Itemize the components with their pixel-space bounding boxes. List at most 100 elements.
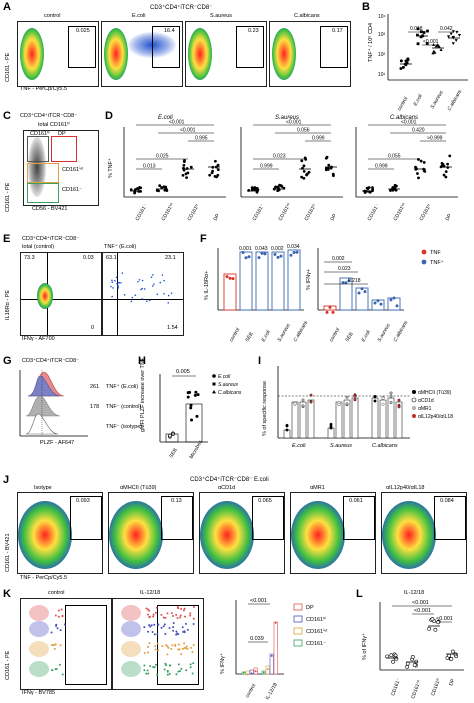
panel-k-xaxis: IFNγ - BV785: [22, 690, 56, 696]
k-dot: [254, 670, 257, 673]
f2-dot: [363, 290, 367, 294]
i-dot: [353, 398, 357, 402]
k-dot: [189, 614, 192, 617]
panel-e-header: CD3⁺CD4⁺iTCR⁻CD8⁻: [22, 236, 80, 242]
d-pvalue: 0.023: [273, 154, 286, 160]
k-dot: [153, 633, 156, 636]
d-dot: [189, 165, 193, 169]
e2-dot: [110, 285, 112, 288]
f2-cat: SEB: [345, 331, 356, 343]
d-cat: DP: [445, 212, 454, 222]
gate-label-neg: CD161⁻: [62, 187, 83, 193]
d-pvalue: 0.999: [312, 136, 325, 142]
k-dot: [148, 615, 151, 618]
k-dot: [171, 644, 174, 647]
e2-dot: [112, 287, 114, 289]
d-dot: [208, 173, 212, 177]
d-dot: [216, 168, 220, 171]
k-dot: [170, 647, 173, 650]
d-dot: [442, 173, 446, 177]
d-dot: [210, 171, 214, 175]
l-cat-1: CD161ⁱⁿᵗ: [409, 679, 422, 700]
k-dot: [179, 614, 182, 617]
d-dot: [185, 176, 188, 179]
l-dot: [410, 655, 415, 659]
b-dot: [455, 30, 459, 34]
e2-dot: [111, 295, 113, 298]
flow-a4-value: 0.17: [332, 28, 343, 34]
i-bar: [395, 401, 403, 439]
i-dot: [381, 402, 385, 406]
panel-g-xaxis: PLZF - AF647: [40, 440, 75, 446]
k-dot: [59, 629, 62, 632]
e2-dot: [163, 292, 165, 295]
h-dot: [190, 418, 194, 422]
k-dot: [149, 625, 152, 628]
k-dot: [183, 642, 186, 645]
k-dot: [270, 654, 273, 657]
d-dot: [164, 185, 168, 189]
k-dot: [192, 606, 195, 609]
flow-a2-title: E.coli: [132, 13, 146, 19]
l-dot: [389, 653, 394, 658]
d-pvalue: 0.420: [412, 128, 425, 134]
k-dot: [154, 663, 157, 666]
i-bar: [387, 397, 395, 439]
e1-q2: 0.03: [83, 255, 94, 261]
d-dot: [422, 161, 426, 164]
flow-plot-j1: 0.093: [17, 492, 103, 574]
d-dot: [213, 174, 217, 178]
e2-dot: [148, 299, 151, 302]
i-dot: [337, 403, 341, 407]
k-legend-0: DP: [306, 605, 314, 611]
panel-b-ylabel: TNF⁺ / 10⁶ CD4: [368, 22, 374, 62]
d-dot: [302, 164, 306, 168]
f1-cat: control: [229, 327, 242, 343]
flow-plot-j4: 0.061: [290, 492, 376, 574]
d-dot: [185, 167, 189, 170]
k-population: [121, 641, 141, 657]
d-cat: CD161⁻: [252, 203, 266, 222]
flow-plot-j3: 0.065: [199, 492, 285, 574]
f1-dot: [273, 252, 277, 256]
d-dot: [184, 172, 188, 176]
d-dot: [129, 188, 133, 192]
d-dot: [300, 175, 304, 179]
f1-dot: [241, 251, 245, 255]
k-dot: [185, 669, 188, 672]
h-legend-2: C.albicans: [218, 390, 242, 396]
panel-c-yaxis: CD161 - PE: [5, 182, 11, 212]
k-dot: [166, 673, 169, 676]
e2-dot: [123, 294, 126, 296]
d-dot: [391, 188, 395, 192]
d-dot: [182, 160, 186, 164]
h-dot: [196, 393, 200, 397]
panel-c-subheader: total CD161ʰⁱ: [38, 122, 71, 128]
h-dot: [194, 390, 198, 394]
d-dot: [307, 170, 311, 174]
d-dot: [395, 184, 398, 188]
d-dot: [327, 163, 331, 167]
panel-l-title: IL-12/18: [404, 590, 425, 596]
d-title-2: C.albicans: [390, 115, 418, 121]
e2-dot: [134, 294, 137, 296]
h-legend-1: S.aureus: [218, 382, 239, 388]
k-dot: [164, 662, 167, 665]
d-dot: [254, 187, 258, 191]
l-cat-2: CD161ʰⁱ: [429, 677, 442, 697]
d-cat: CD161ⁱⁿᵗ: [160, 202, 176, 222]
k-dot: [146, 645, 149, 648]
i-dot: [285, 428, 289, 432]
k-dot: [190, 646, 193, 649]
e2-q1: 63.1: [106, 255, 117, 261]
f1-pvalue: 0.002: [271, 246, 284, 252]
d-pvalue: 0.013: [143, 164, 156, 170]
i-dot: [309, 393, 313, 397]
e2-dot: [117, 284, 119, 287]
k-cat-1: IL-12/18: [265, 682, 279, 701]
flow-j5-title: αIL12p40/αIL18: [386, 485, 425, 491]
k-dot: [177, 648, 180, 651]
b-ytick-3: 10¹: [378, 72, 386, 78]
f-legend-0: TNF: [430, 250, 441, 256]
d-dot: [367, 186, 371, 189]
